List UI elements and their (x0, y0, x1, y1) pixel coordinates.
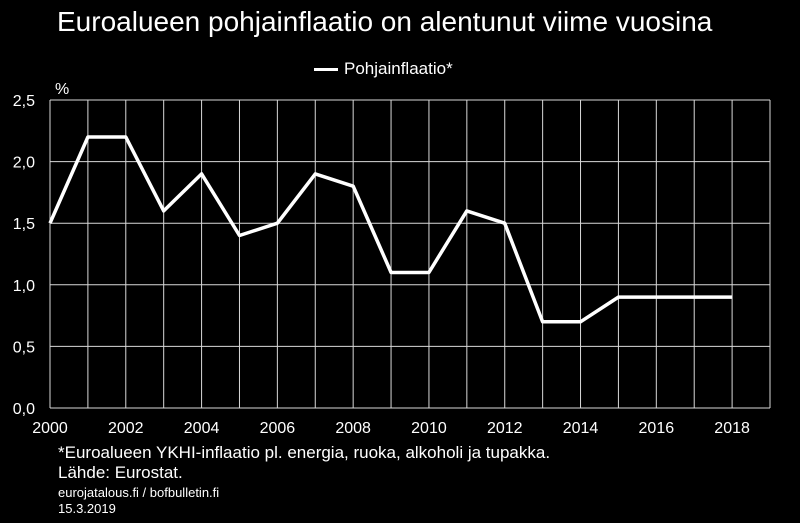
footnote: *Euroalueen YKHI-inflaatio pl. energia, … (58, 443, 550, 483)
footnote-source: Lähde: Eurostat. (58, 463, 183, 482)
legend-line-swatch (314, 67, 338, 71)
publication-date: 15.3.2019 (58, 501, 116, 516)
y-tick-label: 1,0 (13, 278, 35, 295)
x-tick-label: 2006 (260, 420, 296, 437)
legend: Pohjainflaatio* (314, 59, 453, 79)
y-axis-ticks: 0,0 0,5 1,0 1,5 2,0 2,5 (13, 93, 35, 418)
x-axis-ticks: 2000 2002 2004 2006 2008 2010 2012 2014 2016 2018 (32, 420, 750, 437)
x-tick-label: 2008 (335, 420, 371, 437)
x-tick-label: 2002 (108, 420, 144, 437)
y-tick-label: 0,0 (13, 401, 35, 418)
y-tick-label: 1,5 (13, 216, 35, 233)
x-tick-label: 2000 (32, 420, 68, 437)
legend-label: Pohjainflaatio* (344, 59, 453, 78)
source-sites: eurojatalous.fi / bofbulletin.fi (58, 485, 220, 500)
x-tick-label: 2010 (411, 420, 447, 437)
footnote-definition: *Euroalueen YKHI-inflaatio pl. energia, … (58, 443, 551, 462)
x-tick-label: 2004 (184, 420, 220, 437)
series-line-pohjainflaatio (48, 135, 733, 324)
x-tick-label: 2012 (487, 420, 523, 437)
y-tick-label: 2,0 (13, 155, 35, 172)
gridlines (49, 99, 771, 409)
y-axis-unit: % (55, 81, 69, 98)
x-tick-label: 2014 (563, 420, 599, 437)
x-tick-label: 2016 (639, 420, 675, 437)
y-tick-label: 2,5 (13, 93, 35, 110)
x-tick-label: 2018 (714, 420, 750, 437)
y-tick-label: 0,5 (13, 339, 35, 356)
chart-title: Euroalueen pohjainflaatio on alentunut v… (57, 6, 713, 37)
